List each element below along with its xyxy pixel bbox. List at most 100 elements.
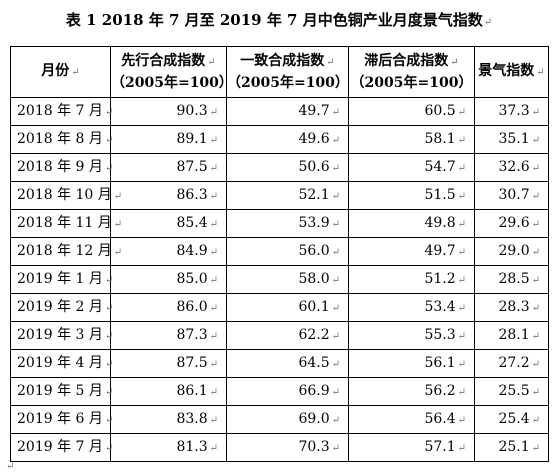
lagging-index-cell: 51.2 ↵ [348,265,475,294]
return-mark: ↵ [331,358,340,370]
lagging-index-cell-value: 56.1 [424,354,456,371]
coincident-index-cell-value: 56.0 [298,242,330,259]
header-coincident-label: 一致合成指数 [240,52,325,69]
return-mark: ↵ [531,442,540,454]
leading-index-cell: 87.5 ↵ [110,153,227,182]
return-mark: ↵ [483,17,493,28]
return-mark: ↵ [113,190,123,202]
lagging-index-cell-value: 53.4 [424,298,456,315]
return-mark: ↵ [104,134,114,146]
return-mark: ↵ [457,442,466,454]
prosperity-index-cell: 27.2 ↵ [474,349,549,378]
prosperity-index-cell: 37.3 ↵ [474,97,549,126]
table-row: 2019 年 5 月 ↵ 86.1 ↵ 66.9 ↵ 56.2 ↵ 25.5 ↵ [10,377,549,406]
return-mark: ↵ [71,67,80,78]
leading-index-cell: 85.0 ↵ [110,265,227,294]
coincident-index-cell: 64.5 ↵ [226,349,349,378]
header-prosperity-index: 景气指数 ↵ [474,46,549,98]
return-mark: ↵ [531,330,540,342]
prosperity-index-cell-value: 28.1 [498,326,530,343]
return-mark: ↵ [457,358,466,370]
table-row: 2019 年 4 月 ↵ 87.5 ↵ 64.5 ↵ 56.1 ↵ 27.2 ↵ [10,349,549,378]
leading-index-cell-value: 84.9 [176,242,208,259]
header-leading-label: 先行合成指数 [121,52,206,69]
leading-index-cell: 87.5 ↵ [110,349,227,378]
month-cell-value: 2019 年 4 月 [17,354,103,371]
coincident-index-cell-value: 60.1 [298,298,330,315]
return-mark: ↵ [104,274,114,286]
table-header-row: 月份 ↵ 先行合成指数 ↵ （2005年=100） 一致合成指数 ↵ （2005年=1… [10,46,549,98]
table-row: 2018 年 7 月 ↵ 90.3 ↵ 49.7 ↵ 60.5 ↵ 37.3 ↵ [10,97,549,126]
table-row: 2018 年 11 月 ↵ 85.4 ↵ 53.9 ↵ 49.8 ↵ 29.6 ↵ [10,209,549,238]
prosperity-index-cell: 32.6 ↵ [474,153,549,182]
leading-index-cell-value: 85.4 [176,214,208,231]
return-mark: ↵ [531,134,540,146]
lagging-index-cell-value: 56.2 [424,382,456,399]
month-cell: 2018 年 8 月 ↵ [10,125,114,154]
prosperity-index-cell-value: 29.0 [498,242,530,259]
return-mark: ↵ [326,56,335,68]
prosperity-index-cell-value: 25.1 [498,438,530,455]
lagging-index-cell: 49.7 ↵ [348,237,475,266]
return-mark: ↵ [457,386,466,398]
return-mark: ↵ [113,218,123,230]
prosperity-index-cell-value: 29.6 [498,214,530,231]
return-mark: ↵ [457,330,466,342]
return-mark: ↵ [209,330,218,342]
lagging-index-cell: 56.1 ↵ [348,349,475,378]
leading-index-cell: 84.9 ↵ [110,237,227,266]
coincident-index-cell: 69.0 ↵ [226,405,349,434]
leading-index-cell-value: 87.3 [176,326,208,343]
coincident-index-cell-value: 70.3 [298,438,330,455]
prosperity-index-cell: 28.5 ↵ [474,265,549,294]
header-coincident-base: （2005年=100） [227,74,349,91]
lagging-index-cell-value: 49.7 [424,242,456,259]
leading-index-cell: 83.8 ↵ [110,405,227,434]
prosperity-index-cell: 28.3 ↵ [474,293,549,322]
header-prosperity-label: 景气指数 [478,63,535,79]
month-cell: 2018 年 12 月 ↵ [10,237,122,266]
leading-index-cell: 86.1 ↵ [110,377,227,406]
coincident-index-cell: 56.0 ↵ [226,237,349,266]
coincident-index-cell-value: 64.5 [298,354,330,371]
leading-index-cell-value: 86.1 [176,382,208,399]
prosperity-index-cell-value: 25.5 [498,382,530,399]
return-mark: ↵ [209,302,218,314]
leading-index-cell: 90.3 ↵ [110,97,227,126]
month-cell: 2019 年 1 月 ↵ [10,265,114,294]
coincident-index-cell-value: 50.6 [298,158,330,175]
table-title-text: 表 1 2018 年 7 月至 2019 年 7 月中色铜产业月度景气指数 [65,11,483,29]
month-cell: 2018 年 10 月 ↵ [10,181,122,210]
lagging-index-cell: 56.2 ↵ [348,377,475,406]
return-mark: ↵ [104,386,114,398]
coincident-index-cell-value: 52.1 [298,186,330,203]
leading-index-cell-value: 81.3 [176,438,208,455]
header-leading-base: （2005年=100） [111,74,233,91]
lagging-index-cell: 57.1 ↵ [348,433,475,462]
return-mark: ↵ [207,56,216,68]
return-mark: ↵ [331,218,340,230]
return-mark: ↵ [104,414,114,426]
lagging-index-cell-value: 49.8 [424,214,456,231]
prosperity-index-cell-value: 28.5 [498,270,530,287]
return-mark: ↵ [209,274,218,286]
table-row: 2018 年 8 月 ↵ 89.1 ↵ 49.6 ↵ 58.1 ↵ 35.1 ↵ [10,125,549,154]
return-mark: ↵ [209,414,218,426]
coincident-index-cell: 70.3 ↵ [226,433,349,462]
return-mark: ↵ [209,190,218,202]
coincident-index-cell-value: 49.6 [298,130,330,147]
return-mark: ↵ [331,134,340,146]
lagging-index-cell: 55.3 ↵ [348,321,475,350]
prosperity-index-cell-value: 37.3 [498,102,530,119]
table-row: 2019 年 2 月 ↵ 86.0 ↵ 60.1 ↵ 53.4 ↵ 28.3 ↵ [10,293,549,322]
month-cell: 2019 年 7 月 ↵ [10,433,113,462]
leading-index-cell: 86.3 ↵ [110,181,227,210]
lagging-index-cell: 49.8 ↵ [348,209,475,238]
prosperity-index-cell-value: 28.3 [498,298,530,315]
return-mark: ↵ [531,218,540,230]
return-mark: ↵ [531,414,540,426]
lagging-index-cell: 60.5 ↵ [348,97,475,126]
paragraph-mark: ↵ [6,461,15,472]
leading-index-cell-value: 90.3 [176,102,208,119]
month-cell-value: 2018 年 7 月 [17,102,103,119]
